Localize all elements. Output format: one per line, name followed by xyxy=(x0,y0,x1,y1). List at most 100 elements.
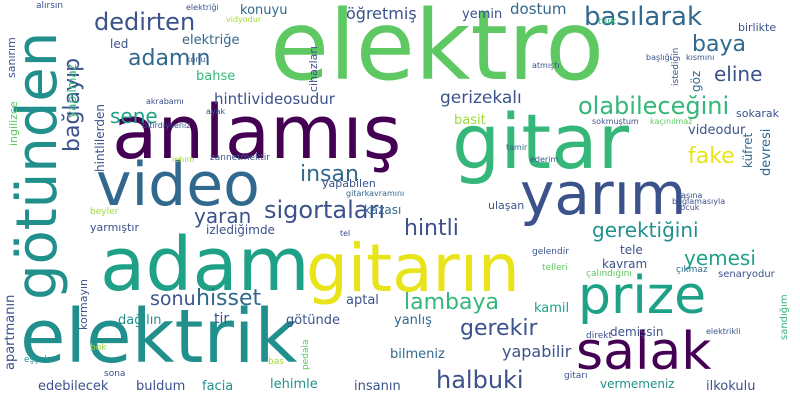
word: senaryodur xyxy=(718,269,775,280)
word: salak xyxy=(576,322,712,382)
word: dağılın xyxy=(118,313,162,328)
word: dedirten xyxy=(94,8,196,36)
word: hintlilerden xyxy=(93,104,107,172)
word: çocuk xyxy=(676,203,700,212)
word: fake xyxy=(688,144,735,169)
word: ingilizce xyxy=(7,101,20,146)
word: lehim xyxy=(172,155,195,164)
word: türk xyxy=(598,17,617,27)
word: beyler xyxy=(90,207,119,217)
word: sokmuştum xyxy=(592,117,639,126)
word: tamir xyxy=(506,143,528,152)
word: video xyxy=(96,150,260,220)
word: sonu xyxy=(150,288,196,310)
word: bahse xyxy=(196,69,236,84)
word: led xyxy=(110,37,129,51)
word: gitarın xyxy=(306,230,520,307)
word: yapabilen xyxy=(322,177,376,190)
word: başlığı xyxy=(646,53,672,62)
word: basılarak xyxy=(584,2,703,32)
word: cihazları xyxy=(307,46,320,92)
word: facia xyxy=(202,379,234,394)
word: götünden xyxy=(5,31,70,300)
word: göz xyxy=(689,70,703,92)
word: gerekir xyxy=(460,316,538,341)
word: ilkokulu xyxy=(706,379,756,394)
word: adamın xyxy=(128,46,211,71)
word: tir xyxy=(214,311,230,327)
word: ayak xyxy=(206,107,226,116)
word: lehimle xyxy=(270,377,318,392)
word: baya xyxy=(692,32,746,57)
word: sigortaları xyxy=(264,196,385,224)
word: alırsın xyxy=(36,1,64,11)
word: apartmanın xyxy=(3,294,18,370)
word: bok xyxy=(90,343,107,353)
word: sanırım xyxy=(5,37,18,78)
word: kaçınılmaz xyxy=(650,117,693,126)
word: öğretmiş xyxy=(346,4,417,23)
word: anlamış xyxy=(112,90,402,176)
word: elektro xyxy=(270,0,605,102)
word: devresi xyxy=(759,128,774,176)
word: zannetmektir xyxy=(210,153,270,163)
word: insanın xyxy=(354,379,401,394)
word: kazası xyxy=(364,203,402,217)
word: gitar xyxy=(452,97,629,186)
word: elektrikli xyxy=(706,327,741,336)
word: yarım xyxy=(520,160,687,228)
word: buldum xyxy=(136,379,186,394)
word: başına xyxy=(676,191,703,200)
word: gerizekalı xyxy=(440,88,522,108)
word: çıkmaz xyxy=(676,265,708,275)
word: olabileceğini xyxy=(578,92,730,120)
word: yemesi xyxy=(684,246,756,270)
word: aptal xyxy=(346,293,379,308)
word: sandığım xyxy=(779,294,790,340)
word: kavram xyxy=(602,257,648,271)
word: hintli xyxy=(404,216,459,241)
word: demişsin xyxy=(610,325,664,339)
word: gerektiğini xyxy=(592,218,699,242)
word: direkt xyxy=(586,331,612,341)
word: küfret xyxy=(741,132,755,168)
word: konu xyxy=(186,55,206,64)
word: elektriğe xyxy=(182,33,240,48)
word: sene xyxy=(110,104,158,128)
word: kısmını xyxy=(686,53,715,62)
word: edebilecek xyxy=(38,379,109,394)
word: tel xyxy=(340,229,351,238)
word: hisset xyxy=(196,286,262,311)
word: yapabilir xyxy=(502,342,572,361)
word: kormayın xyxy=(77,278,90,330)
word: vidyodur xyxy=(226,15,262,24)
word: halbuki xyxy=(436,366,524,394)
word: yapılmaz xyxy=(65,63,79,118)
word: bitirdiyseniz xyxy=(142,121,191,130)
word: yaran xyxy=(194,204,252,228)
word: yarmıştır xyxy=(90,221,139,234)
word: vermemeniz xyxy=(600,377,675,391)
word: izlediğimde xyxy=(206,223,275,237)
word: sona xyxy=(104,369,126,379)
word: yemin xyxy=(462,7,503,22)
word: gelendir xyxy=(532,247,569,257)
word: elektriği xyxy=(186,3,219,12)
word: götünde xyxy=(286,313,341,328)
word: basit xyxy=(454,113,486,128)
word: birlikte xyxy=(738,21,777,34)
word: çalındığını xyxy=(586,269,632,279)
word: yanlış xyxy=(394,313,432,328)
word: sokarak xyxy=(736,107,780,120)
word: telleri xyxy=(542,263,568,273)
word: konuyu xyxy=(240,3,288,18)
word: kamil xyxy=(534,301,570,316)
word: bağlamasıyla xyxy=(672,197,726,206)
word: ederim xyxy=(530,155,559,164)
word: videodur xyxy=(688,123,746,138)
word: gitarkavramını xyxy=(346,189,405,198)
word: gitarı xyxy=(564,371,588,381)
word: bilmeniz xyxy=(390,347,445,362)
word: lambaya xyxy=(404,290,499,315)
